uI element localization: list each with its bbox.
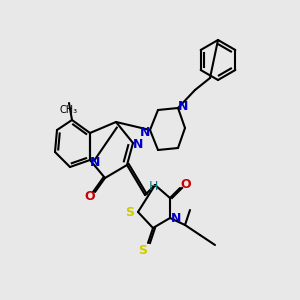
Text: O: O — [85, 190, 95, 203]
Text: CH₃: CH₃ — [60, 105, 78, 115]
Text: N: N — [133, 139, 143, 152]
Text: S: S — [125, 206, 134, 218]
Text: H: H — [148, 181, 158, 194]
Text: S: S — [139, 244, 148, 257]
Text: N: N — [90, 155, 100, 169]
Text: N: N — [178, 100, 188, 112]
Text: N: N — [140, 125, 150, 139]
Text: O: O — [181, 178, 191, 191]
Text: N: N — [171, 212, 181, 224]
